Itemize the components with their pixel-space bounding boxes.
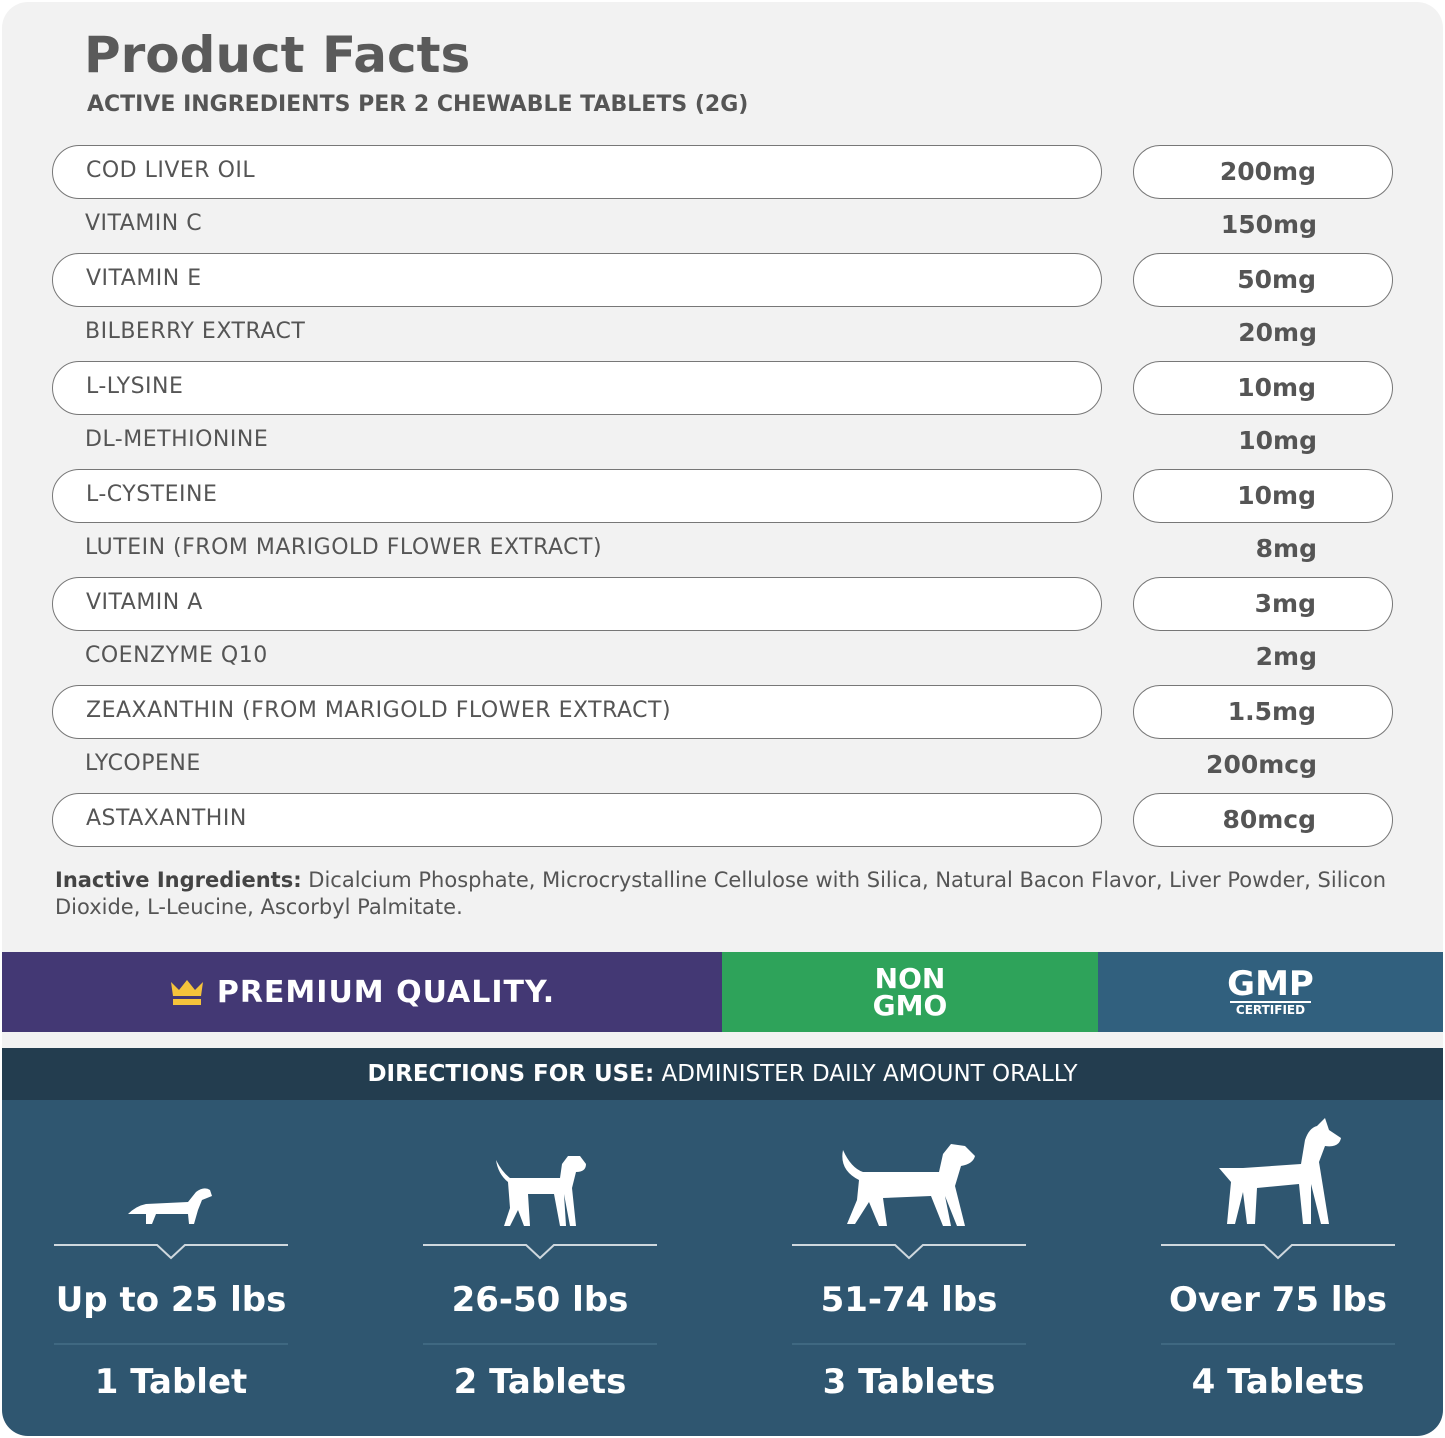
ingredient-row: L-CYSTEINE 10mg [52, 469, 1394, 523]
chevron-down-icon [894, 1244, 924, 1260]
ingredient-name: VITAMIN C [85, 211, 203, 236]
ingredient-name: VITAMIN A [52, 577, 1102, 631]
ingredient-name: VITAMIN E [52, 253, 1102, 307]
weight-range: Over 75 lbs [1168, 1280, 1388, 1320]
weight-range: 51-74 lbs [820, 1280, 998, 1320]
divider [792, 1343, 1026, 1345]
ingredient-amount: 1.5mg [1133, 685, 1393, 739]
chevron-down-icon [156, 1244, 186, 1260]
ingredient-amount: 8mg [1255, 534, 1317, 563]
ingredient-name: LUTEIN (FROM MARIGOLD FLOWER EXTRACT) [85, 535, 603, 560]
dosage-column: Up to 25 lbs 1 Tablet [54, 1100, 288, 1436]
ingredient-row: ASTAXANTHIN 80mcg [52, 793, 1394, 847]
retriever-icon [842, 1144, 975, 1226]
gmp-label: GMP [1227, 964, 1314, 1004]
chevron-down-icon [1263, 1244, 1293, 1260]
subtitle: ACTIVE INGREDIENTS PER 2 CHEWABLE TABLET… [87, 92, 749, 117]
premium-quality-badge: PREMIUM QUALITY. [2, 952, 722, 1032]
ingredient-name: L-LYSINE [52, 361, 1102, 415]
ingredient-row: VITAMIN E 50mg [52, 253, 1394, 307]
tablet-count: 1 Tablet [94, 1362, 248, 1402]
weight-range: Up to 25 lbs [55, 1280, 287, 1320]
directions-label: DIRECTIONS FOR USE: [367, 1061, 655, 1087]
ingredient-name: COD LIVER OIL [52, 145, 1102, 199]
ingredient-amount: 200mcg [1206, 750, 1317, 779]
ingredient-amount: 80mcg [1133, 793, 1393, 847]
inactive-label: Inactive Ingredients: [55, 868, 302, 892]
boxer-icon [1219, 1118, 1341, 1224]
inactive-ingredients: Inactive Ingredients: Dicalcium Phosphat… [55, 867, 1400, 921]
ingredient-row: DL-METHIONINE 10mg [52, 415, 1394, 469]
ingredient-amount: 200mg [1133, 145, 1393, 199]
ingredient-amount: 10mg [1133, 361, 1393, 415]
tablet-count: 4 Tablets [1191, 1362, 1365, 1402]
dosage-column: 51-74 lbs 3 Tablets [792, 1100, 1026, 1436]
divider [1161, 1343, 1395, 1345]
inactive-text: Dicalcium Phosphate, Microcrystalline Ce… [55, 868, 1387, 919]
directions-header: DIRECTIONS FOR USE: ADMINISTER DAILY AMO… [2, 1048, 1443, 1100]
certified-label: CERTIFIED [1229, 1001, 1312, 1017]
divider [54, 1343, 288, 1345]
ingredient-amount: 10mg [1238, 426, 1317, 455]
ingredient-amount: 20mg [1238, 318, 1317, 347]
directions-text: ADMINISTER DAILY AMOUNT ORALLY [654, 1061, 1078, 1087]
ingredient-row: BILBERRY EXTRACT 20mg [52, 307, 1394, 361]
premium-label: PREMIUM QUALITY. [216, 974, 556, 1010]
ingredient-name: L-CYSTEINE [52, 469, 1102, 523]
ingredient-row: LUTEIN (FROM MARIGOLD FLOWER EXTRACT) 8mg [52, 523, 1394, 577]
small-dog-icon [496, 1156, 586, 1226]
dachshund-icon [128, 1188, 212, 1224]
ingredient-amount: 150mg [1220, 210, 1317, 239]
ingredient-row: LYCOPENE 200mcg [52, 739, 1394, 793]
ingredient-row: COD LIVER OIL 200mg [52, 145, 1394, 199]
ingredient-row: VITAMIN C 150mg [52, 199, 1394, 253]
ingredient-name: LYCOPENE [85, 751, 201, 776]
chevron-down-icon [525, 1244, 555, 1260]
ingredient-row: VITAMIN A 3mg [52, 577, 1394, 631]
ingredient-amount: 2mg [1255, 642, 1317, 671]
ingredient-amount: 50mg [1133, 253, 1393, 307]
ingredient-row: COENZYME Q10 2mg [52, 631, 1394, 685]
page-title: Product Facts [84, 26, 471, 84]
gmp-certified-badge: GMP CERTIFIED [1098, 952, 1443, 1032]
ingredient-row: L-LYSINE 10mg [52, 361, 1394, 415]
dosage-column: 26-50 lbs 2 Tablets [423, 1100, 657, 1436]
non-gmo-badge: NON GMO [722, 952, 1098, 1032]
ingredient-name: BILBERRY EXTRACT [85, 319, 306, 344]
ingredient-name: ZEAXANTHIN (FROM MARIGOLD FLOWER EXTRACT… [52, 685, 1102, 739]
ingredient-amount: 3mg [1133, 577, 1393, 631]
crown-icon [170, 980, 203, 1005]
gmo-label: GMO [872, 989, 948, 1022]
tablet-count: 3 Tablets [822, 1362, 996, 1402]
ingredient-name: ASTAXANTHIN [52, 793, 1102, 847]
ingredient-name: COENZYME Q10 [85, 643, 268, 668]
non-label: NON [874, 962, 946, 995]
tablet-count: 2 Tablets [453, 1362, 627, 1402]
ingredient-row: ZEAXANTHIN (FROM MARIGOLD FLOWER EXTRACT… [52, 685, 1394, 739]
dosage-column: Over 75 lbs 4 Tablets [1161, 1100, 1395, 1436]
dosage-panel: Up to 25 lbs 1 Tablet 26-50 lbs 2 Tablet… [2, 1100, 1443, 1436]
ingredient-name: DL-METHIONINE [85, 427, 269, 452]
ingredient-amount: 10mg [1133, 469, 1393, 523]
weight-range: 26-50 lbs [451, 1280, 629, 1320]
divider [423, 1343, 657, 1345]
